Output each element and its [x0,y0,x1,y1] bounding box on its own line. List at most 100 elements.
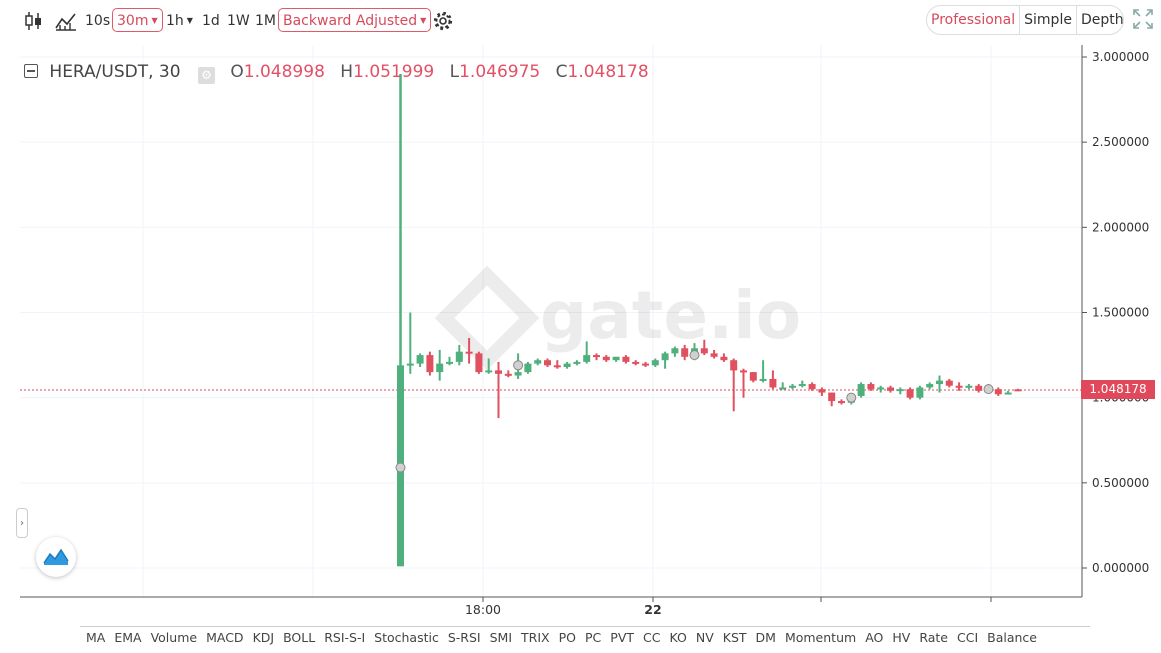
indicator-rate[interactable]: Rate [919,629,948,645]
interval-30m-select[interactable]: 30m ▼ [112,8,163,32]
candle-body [514,372,522,376]
candle-body [426,355,434,373]
indicator-trix[interactable]: TRIX [521,629,550,645]
candle-body [965,385,973,388]
candle [632,360,640,366]
indicator-pvt[interactable]: PVT [610,629,635,645]
chart-grid [20,45,1082,597]
candle [798,380,806,388]
indicator-stochastic[interactable]: Stochastic [374,629,439,645]
candle [759,360,767,383]
candle-body [475,353,483,373]
candle-body [808,384,816,390]
candle [838,399,845,405]
candle-body [740,370,747,373]
indicator-kdj[interactable]: KDJ [252,629,275,645]
indicator-po[interactable]: PO [558,629,576,645]
candle-body [632,361,640,364]
candle [612,356,620,362]
candle [906,387,914,400]
time-tick-label: 22 [644,602,661,617]
indicator-ko[interactable]: KO [669,629,687,645]
candle [524,361,532,374]
expand-sidebar-handle[interactable]: › [16,508,28,538]
price-adjust-label: Backward Adjusted [283,13,418,29]
indicator-chart-icon[interactable] [54,10,76,32]
collapse-legend-icon[interactable] [24,64,38,78]
tradingview-logo-icon[interactable] [36,537,76,577]
candle [426,351,434,376]
indicator-ao[interactable]: AO [865,629,884,645]
indicator-dm[interactable]: DM [755,629,776,645]
settings-gear-icon[interactable] [432,10,454,32]
indicator-balance[interactable]: Balance [987,629,1037,645]
candle-body [622,356,630,362]
indicator-cc[interactable]: CC [643,629,661,645]
view-simple[interactable]: Simple [1020,6,1077,34]
symbol-label: HERA/USDT, 30 [49,62,181,82]
indicator-nv[interactable]: NV [695,629,714,645]
candle-body [534,360,542,364]
indicator-volume[interactable]: Volume [150,629,198,645]
candle-body [779,387,787,390]
indicator-s-rsi[interactable]: S-RSI [447,629,481,645]
fullscreen-icon[interactable] [1132,8,1154,30]
candle [661,351,669,369]
indicator-macd[interactable]: MACD [206,629,244,645]
candle [994,387,1002,396]
indicator-rsi-s-i[interactable]: RSI-S-I [324,629,366,645]
candle-body [994,389,1002,395]
interval-1w[interactable]: 1W [227,13,250,29]
candle-body [1014,389,1022,392]
candle-body [798,384,806,387]
candle-body [485,370,493,373]
candle-body [465,351,473,354]
candle-body [504,373,512,376]
price-adjust-select[interactable]: Backward Adjusted ▼ [278,8,432,32]
indicator-hv[interactable]: HV [892,629,911,645]
interval-1d[interactable]: 1d [202,13,220,29]
indicator-smi[interactable]: SMI [489,629,513,645]
candle [749,372,757,383]
view-mode-switch: Professional Simple Depth [926,5,1124,35]
indicator-ema[interactable]: EMA [114,629,142,645]
candle [720,353,728,362]
interval-10s[interactable]: 10s [85,13,111,29]
view-professional[interactable]: Professional [927,6,1021,34]
candle [406,312,414,374]
interval-1h-select[interactable]: 1h ▼ [166,11,193,31]
candle [563,361,571,369]
indicator-ma[interactable]: MA [86,629,106,645]
candle [495,361,502,419]
candle-body [612,356,620,361]
indicator-pc[interactable]: PC [585,629,602,645]
candle-body [573,361,581,364]
candle [700,339,708,356]
view-depth[interactable]: Depth [1080,12,1124,28]
candle-body [544,360,551,366]
candle-body [700,348,708,354]
candle [789,384,796,390]
candle-body [661,353,669,361]
candlestick-icon[interactable] [24,10,46,32]
markers-layer [395,350,994,473]
indicator-momentum[interactable]: Momentum [784,629,857,645]
candle [465,338,473,364]
indicator-cci[interactable]: CCI [956,629,979,645]
series-settings-icon[interactable]: ⚙ [197,67,215,84]
open-value: 1.048998 [243,62,325,82]
candle [975,384,983,393]
candle [651,358,659,368]
candle-body [446,361,453,364]
event-marker [513,360,524,371]
candle [896,387,904,395]
candle [446,356,453,366]
candle [867,382,875,391]
indicator-boll[interactable]: BOLL [283,629,316,645]
indicator-kst[interactable]: KST [722,629,747,645]
low-label: L [449,62,460,82]
interval-1m[interactable]: 1M [255,13,276,29]
candle-body [945,380,953,386]
candle [553,360,561,369]
